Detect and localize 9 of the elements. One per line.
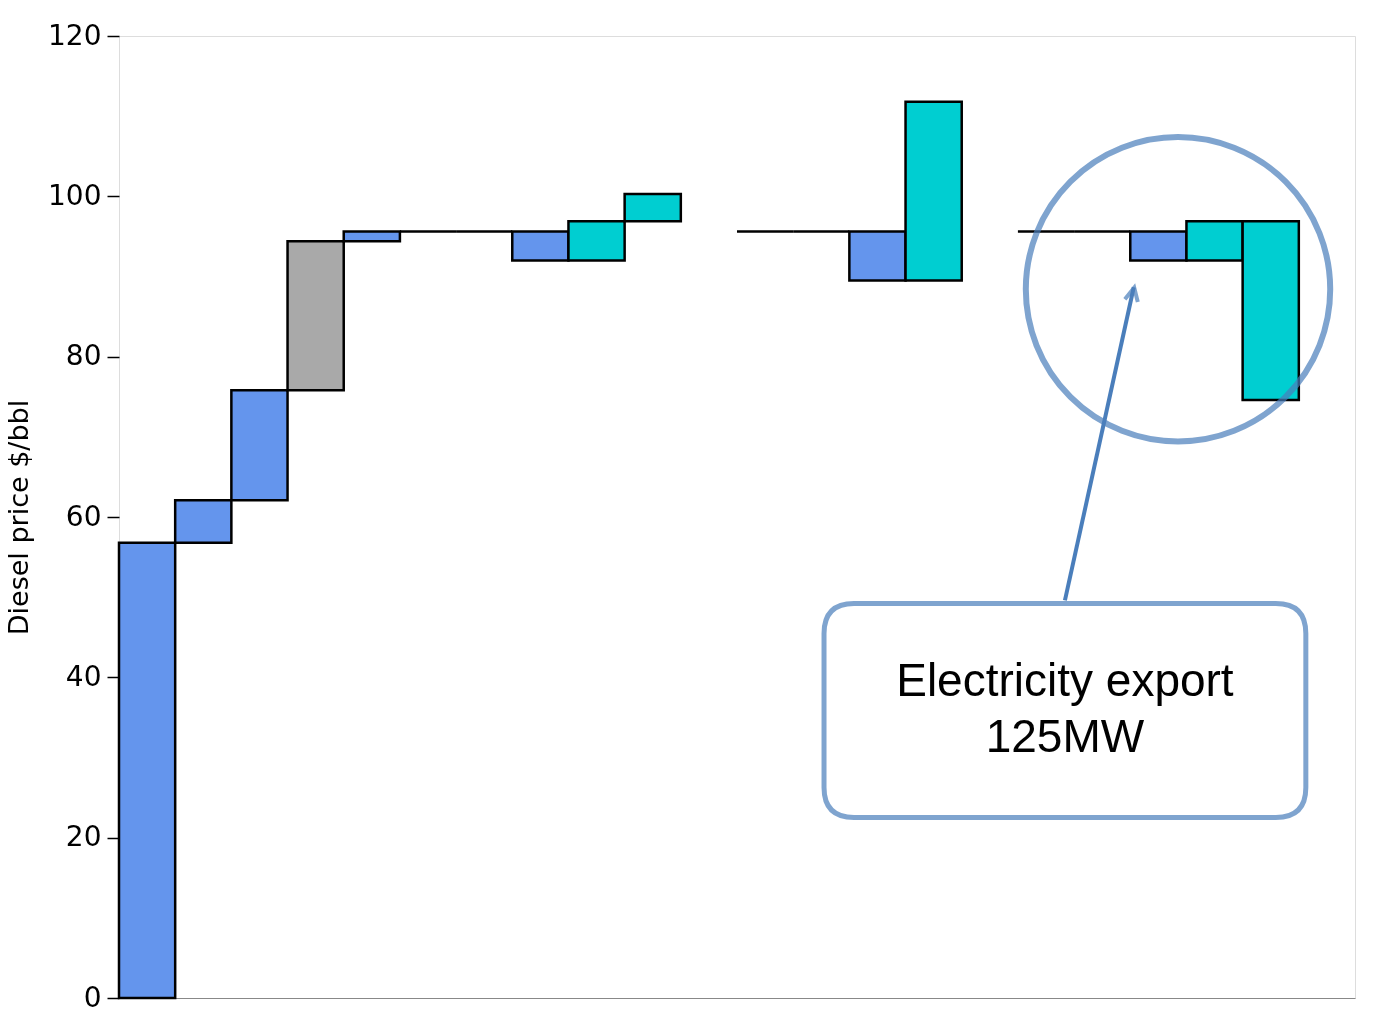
y-axis-title: Diesel price $/bbl (3, 399, 35, 636)
y-tick-label: 20 (65, 820, 102, 854)
y-tick-label: 40 (65, 659, 102, 693)
y-tick-label: 100 (48, 178, 102, 212)
y-tick-label: 0 (83, 980, 102, 1014)
y-tick-label: 80 (65, 339, 102, 373)
annotation: Electricity export 125MW (896, 653, 1234, 762)
y-tick-label: 120 (48, 18, 102, 52)
y-tick-label: 60 (65, 499, 102, 533)
